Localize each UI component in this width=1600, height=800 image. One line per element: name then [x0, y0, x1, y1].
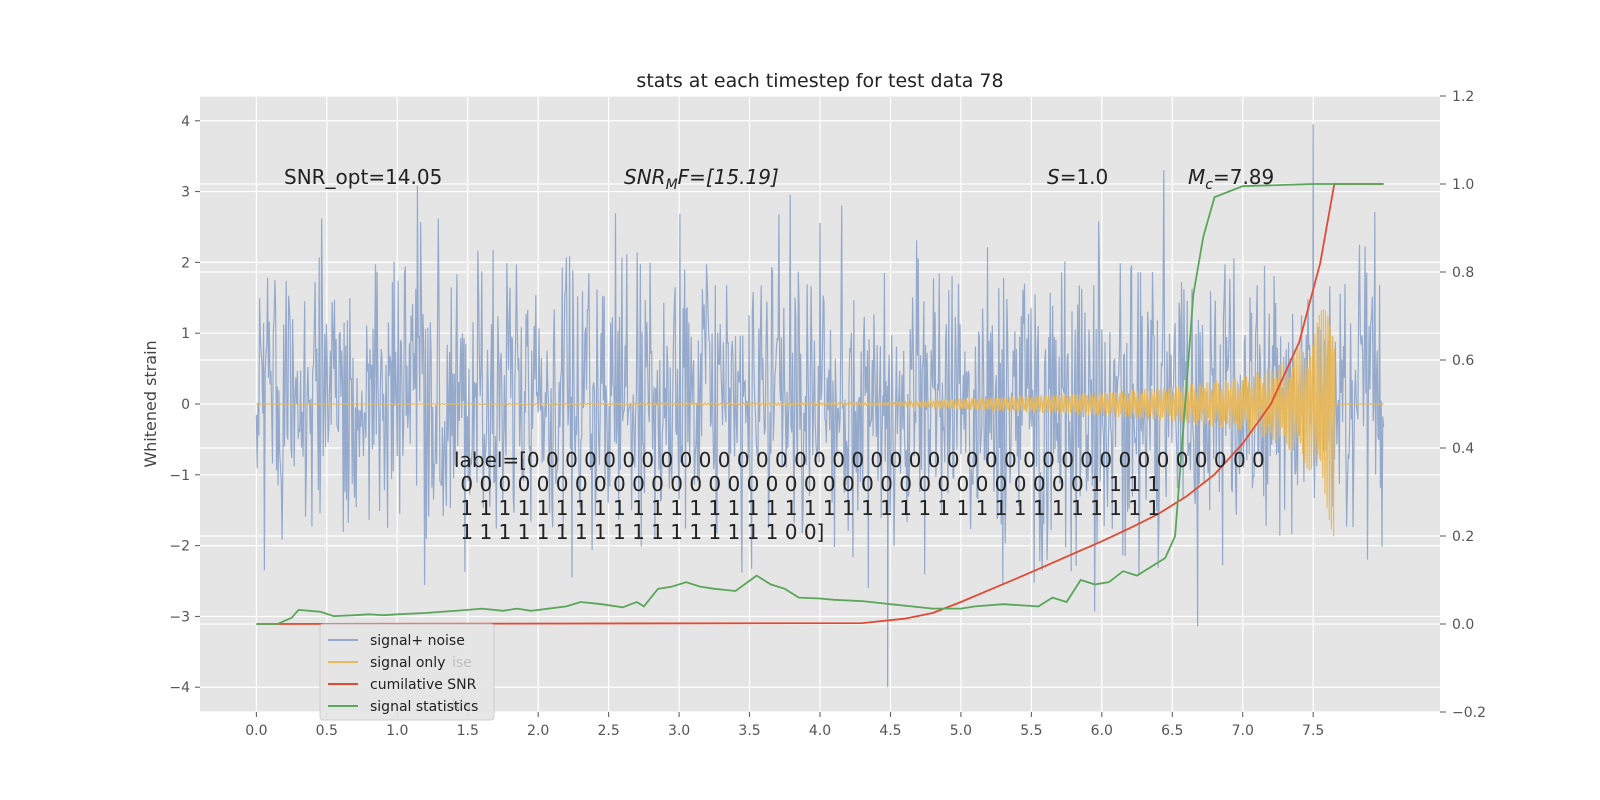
x-tick-label: 5.5	[1020, 723, 1042, 739]
snr-mf-sub: M	[666, 177, 678, 193]
y-axis-label: Whitened strain	[141, 340, 160, 467]
label-line-1: label=[0 0 0 0 0 0 0 0 0 0 0 0 0 0 0 0 0…	[454, 448, 1265, 472]
label-line-3: 1 1 1 1 1 1 1 1 1 1 1 1 1 1 1 1 1 1 1 1 …	[454, 496, 1160, 520]
s-annotation: S=1.0	[1047, 165, 1108, 189]
x-tick-label: 2.0	[527, 723, 549, 739]
mc-rest: =7.89	[1213, 165, 1274, 189]
x-tick-label: 6.5	[1161, 723, 1183, 739]
snr-mf-annotation: SNRMF=[15.19]	[624, 165, 779, 193]
y-tick-label: 3	[181, 185, 190, 201]
right-y-tick-label: 0.8	[1452, 265, 1474, 281]
x-tick-label: 5.0	[950, 723, 972, 739]
y-tick-label: 4	[181, 114, 190, 130]
x-tick-label: 4.5	[879, 723, 901, 739]
y-tick-label: −4	[169, 680, 190, 696]
legend-ghost-text-2: ics	[452, 698, 471, 714]
x-tick-label: 0.5	[316, 723, 338, 739]
s-rest: =1.0	[1060, 165, 1109, 189]
x-tick-label: 3.0	[668, 723, 690, 739]
legend-box	[319, 623, 495, 721]
signal-only-series	[256, 308, 1384, 537]
mc-main: M	[1188, 165, 1205, 189]
legend-label-signal-statistics: signal statistics	[370, 699, 478, 715]
legend-label-cumulative-snr: cumilative SNR	[370, 677, 477, 693]
right-y-axis-ticks: −0.2 0.0 0.2 0.4 0.6 0.8 1.0 1.2	[1440, 89, 1486, 721]
snr-opt-annotation: SNR_opt=14.05	[284, 165, 442, 189]
right-y-tick-label: 0.0	[1452, 617, 1474, 633]
y-tick-label: 2	[181, 255, 190, 271]
x-tick-label: 7.0	[1232, 723, 1254, 739]
right-y-tick-label: 1.0	[1452, 177, 1474, 193]
legend-ghost-text-1: ise	[452, 655, 472, 671]
x-tick-label: 2.5	[598, 723, 620, 739]
y-tick-label: −2	[169, 539, 190, 555]
y-tick-label: −1	[169, 468, 190, 484]
x-tick-label: 0.0	[245, 723, 267, 739]
y-tick-label: 0	[181, 397, 190, 413]
s-italic: S	[1047, 165, 1060, 189]
snr-mf-rest: F=[15.19]	[678, 165, 779, 189]
x-tick-label: 4.0	[809, 723, 831, 739]
label-annotation: label=[0 0 0 0 0 0 0 0 0 0 0 0 0 0 0 0 0…	[454, 448, 1265, 544]
y-tick-label: −3	[169, 609, 190, 625]
x-tick-label: 1.5	[457, 723, 479, 739]
signal-noise-line	[255, 124, 1385, 688]
right-y-tick-label: 0.6	[1452, 353, 1474, 369]
mc-sub: c	[1205, 177, 1213, 193]
y-tick-label: 1	[181, 326, 190, 342]
label-line-2: 0 0 0 0 0 0 0 0 0 0 0 0 0 0 0 0 0 0 0 0 …	[454, 472, 1160, 496]
mc-annotation: Mc=7.89	[1188, 165, 1274, 193]
right-axis-series	[256, 183, 1384, 625]
x-tick-label: 6.0	[1091, 723, 1113, 739]
x-tick-label: 3.5	[738, 723, 760, 739]
x-axis-ticks: 0.0 0.5 1.0 1.5 2.0 2.5 3.0 3.5 4.0 4.5 5.0 5.5 6.0 6…	[245, 712, 1324, 739]
signal-noise-series	[255, 124, 1385, 688]
signal-statistics-line	[256, 183, 1384, 625]
x-tick-label: 7.5	[1302, 723, 1324, 739]
signal-only-line	[256, 308, 1384, 537]
y-axis-ticks: −4 −3 −2 −1 0 1 2 3 4	[169, 114, 200, 696]
legend: ise ics signal+ noise signal only cumila…	[319, 623, 495, 721]
right-y-tick-label: 0.4	[1452, 441, 1474, 457]
chart-title: stats at each timestep for test data 78	[636, 70, 1003, 92]
right-y-tick-label: −0.2	[1452, 705, 1486, 721]
cumulative-snr-line	[256, 183, 1384, 625]
legend-label-signal-only: signal only	[370, 655, 445, 671]
legend-label-signal-noise: signal+ noise	[370, 633, 465, 649]
snr-mf-main: SNR	[624, 165, 666, 189]
label-line-4: 1 1 1 1 1 1 1 1 1 1 1 1 1 1 1 1 1 0 0]	[454, 520, 824, 544]
x-tick-label: 1.0	[386, 723, 408, 739]
right-y-tick-label: 0.2	[1452, 529, 1474, 545]
right-y-tick-label: 1.2	[1452, 89, 1474, 105]
